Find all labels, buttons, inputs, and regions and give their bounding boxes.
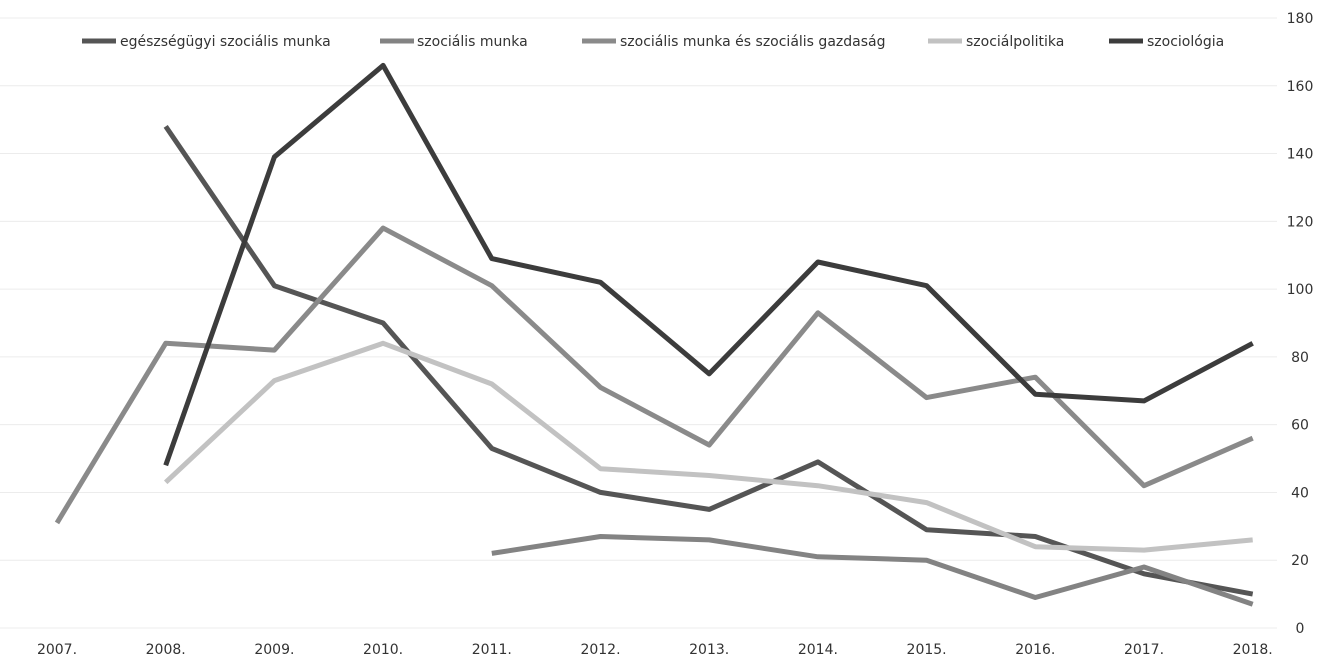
x-tick-label: 2011. — [472, 642, 512, 658]
y-tick-label: 0 — [1296, 621, 1305, 637]
x-tick-label: 2015. — [907, 642, 947, 658]
y-tick-label: 40 — [1291, 485, 1309, 501]
y-tick-label: 100 — [1287, 282, 1314, 298]
y-tick-label: 60 — [1291, 418, 1309, 434]
x-tick-label: 2010. — [363, 642, 403, 658]
legend-label: szociális munka és szociális gazdaság — [620, 34, 885, 50]
series-lines — [54, 62, 1254, 607]
series-line — [163, 340, 1253, 553]
legend-label: egészségügyi szociális munka — [120, 34, 331, 50]
x-tick-label: 2017. — [1124, 642, 1164, 658]
x-tick-label: 2018. — [1233, 642, 1273, 658]
y-axis: 0 20 40 60 80 100 120 140 160 180 — [1287, 11, 1314, 637]
legend: egészségügyi szociális munka szociális mu… — [82, 34, 1224, 50]
legend-label: szociálpolitika — [966, 34, 1064, 50]
x-axis: 2007. 2008. 2009. 2010. 2011. 2012. 2013. 2014.… — [37, 642, 1273, 658]
y-tick-label: 180 — [1287, 11, 1314, 27]
x-tick-label: 2014. — [798, 642, 838, 658]
legend-label: szociális munka — [417, 34, 528, 50]
y-tick-label: 120 — [1287, 214, 1314, 230]
x-tick-label: 2016. — [1015, 642, 1055, 658]
gridlines — [0, 17, 1277, 629]
y-tick-label: 140 — [1287, 147, 1314, 163]
y-tick-label: 80 — [1291, 350, 1309, 366]
y-tick-label: 20 — [1291, 553, 1309, 569]
x-tick-label: 2013. — [689, 642, 729, 658]
x-tick-label: 2008. — [146, 642, 186, 658]
series-line — [491, 534, 1254, 607]
x-tick-label: 2009. — [254, 642, 294, 658]
series-line — [163, 62, 1254, 467]
y-tick-label: 160 — [1287, 79, 1314, 95]
x-tick-label: 2007. — [37, 642, 77, 658]
x-tick-label: 2012. — [580, 642, 620, 658]
legend-label: szociológia — [1147, 34, 1224, 50]
